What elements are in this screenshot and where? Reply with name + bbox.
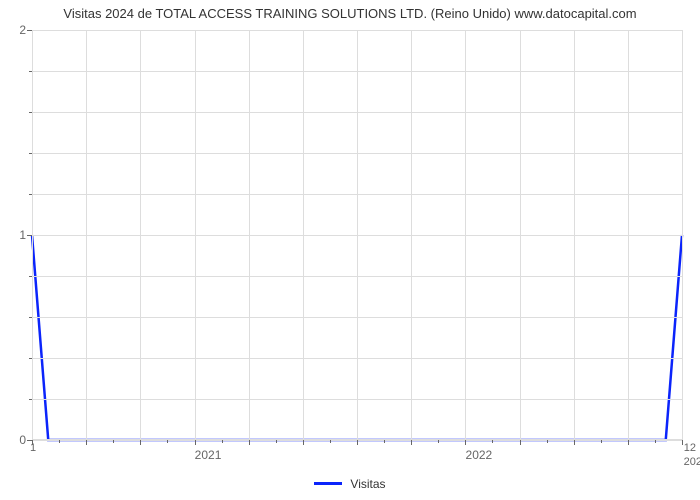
legend-label: Visitas	[350, 477, 385, 491]
chart-title: Visitas 2024 de TOTAL ACCESS TRAINING SO…	[0, 6, 700, 21]
x-tick	[438, 440, 439, 443]
y-tick-label: 0	[19, 433, 26, 447]
x-tick	[574, 440, 575, 445]
x-tick	[303, 440, 304, 445]
y-tick-label: 1	[19, 228, 26, 242]
legend-item: Visitas	[314, 477, 385, 491]
legend-swatch	[314, 482, 342, 485]
x-tick	[465, 440, 466, 445]
gridline-h-minor	[32, 71, 682, 72]
x-left-label: 1	[30, 442, 36, 454]
x-tick	[195, 440, 196, 445]
gridline-h-minor	[32, 112, 682, 113]
x-tick	[655, 440, 656, 443]
gridline-h-minor	[32, 276, 682, 277]
gridline-h-minor	[32, 358, 682, 359]
gridline-h-minor	[32, 153, 682, 154]
y-tick-label: 2	[19, 23, 26, 37]
x-tick	[411, 440, 412, 445]
x-tick	[601, 440, 602, 443]
x-tick	[59, 440, 60, 443]
gridline-h-minor	[32, 194, 682, 195]
x-tick	[276, 440, 277, 443]
legend: Visitas	[0, 472, 700, 491]
gridline-h	[32, 235, 682, 236]
x-tick	[628, 440, 629, 445]
plot-area: 01220212022112202	[32, 30, 682, 440]
x-right-label-bottom: 202	[684, 456, 700, 468]
gridline-v	[682, 30, 683, 440]
x-tick	[86, 440, 87, 445]
x-tick	[384, 440, 385, 443]
x-tick	[249, 440, 250, 445]
x-tick	[113, 440, 114, 443]
x-tick	[330, 440, 331, 443]
gridline-h	[32, 30, 682, 31]
axis-left	[32, 30, 33, 440]
x-tick-label: 2021	[195, 448, 222, 462]
x-tick	[520, 440, 521, 445]
x-tick	[492, 440, 493, 443]
x-tick	[167, 440, 168, 443]
x-tick-label: 2022	[466, 448, 493, 462]
x-tick	[140, 440, 141, 445]
x-tick	[357, 440, 358, 445]
gridline-h-minor	[32, 399, 682, 400]
gridline-h-minor	[32, 317, 682, 318]
x-right-label-top: 12	[684, 442, 696, 454]
chart-container: Visitas 2024 de TOTAL ACCESS TRAINING SO…	[0, 0, 700, 500]
x-tick	[222, 440, 223, 443]
x-tick	[547, 440, 548, 443]
